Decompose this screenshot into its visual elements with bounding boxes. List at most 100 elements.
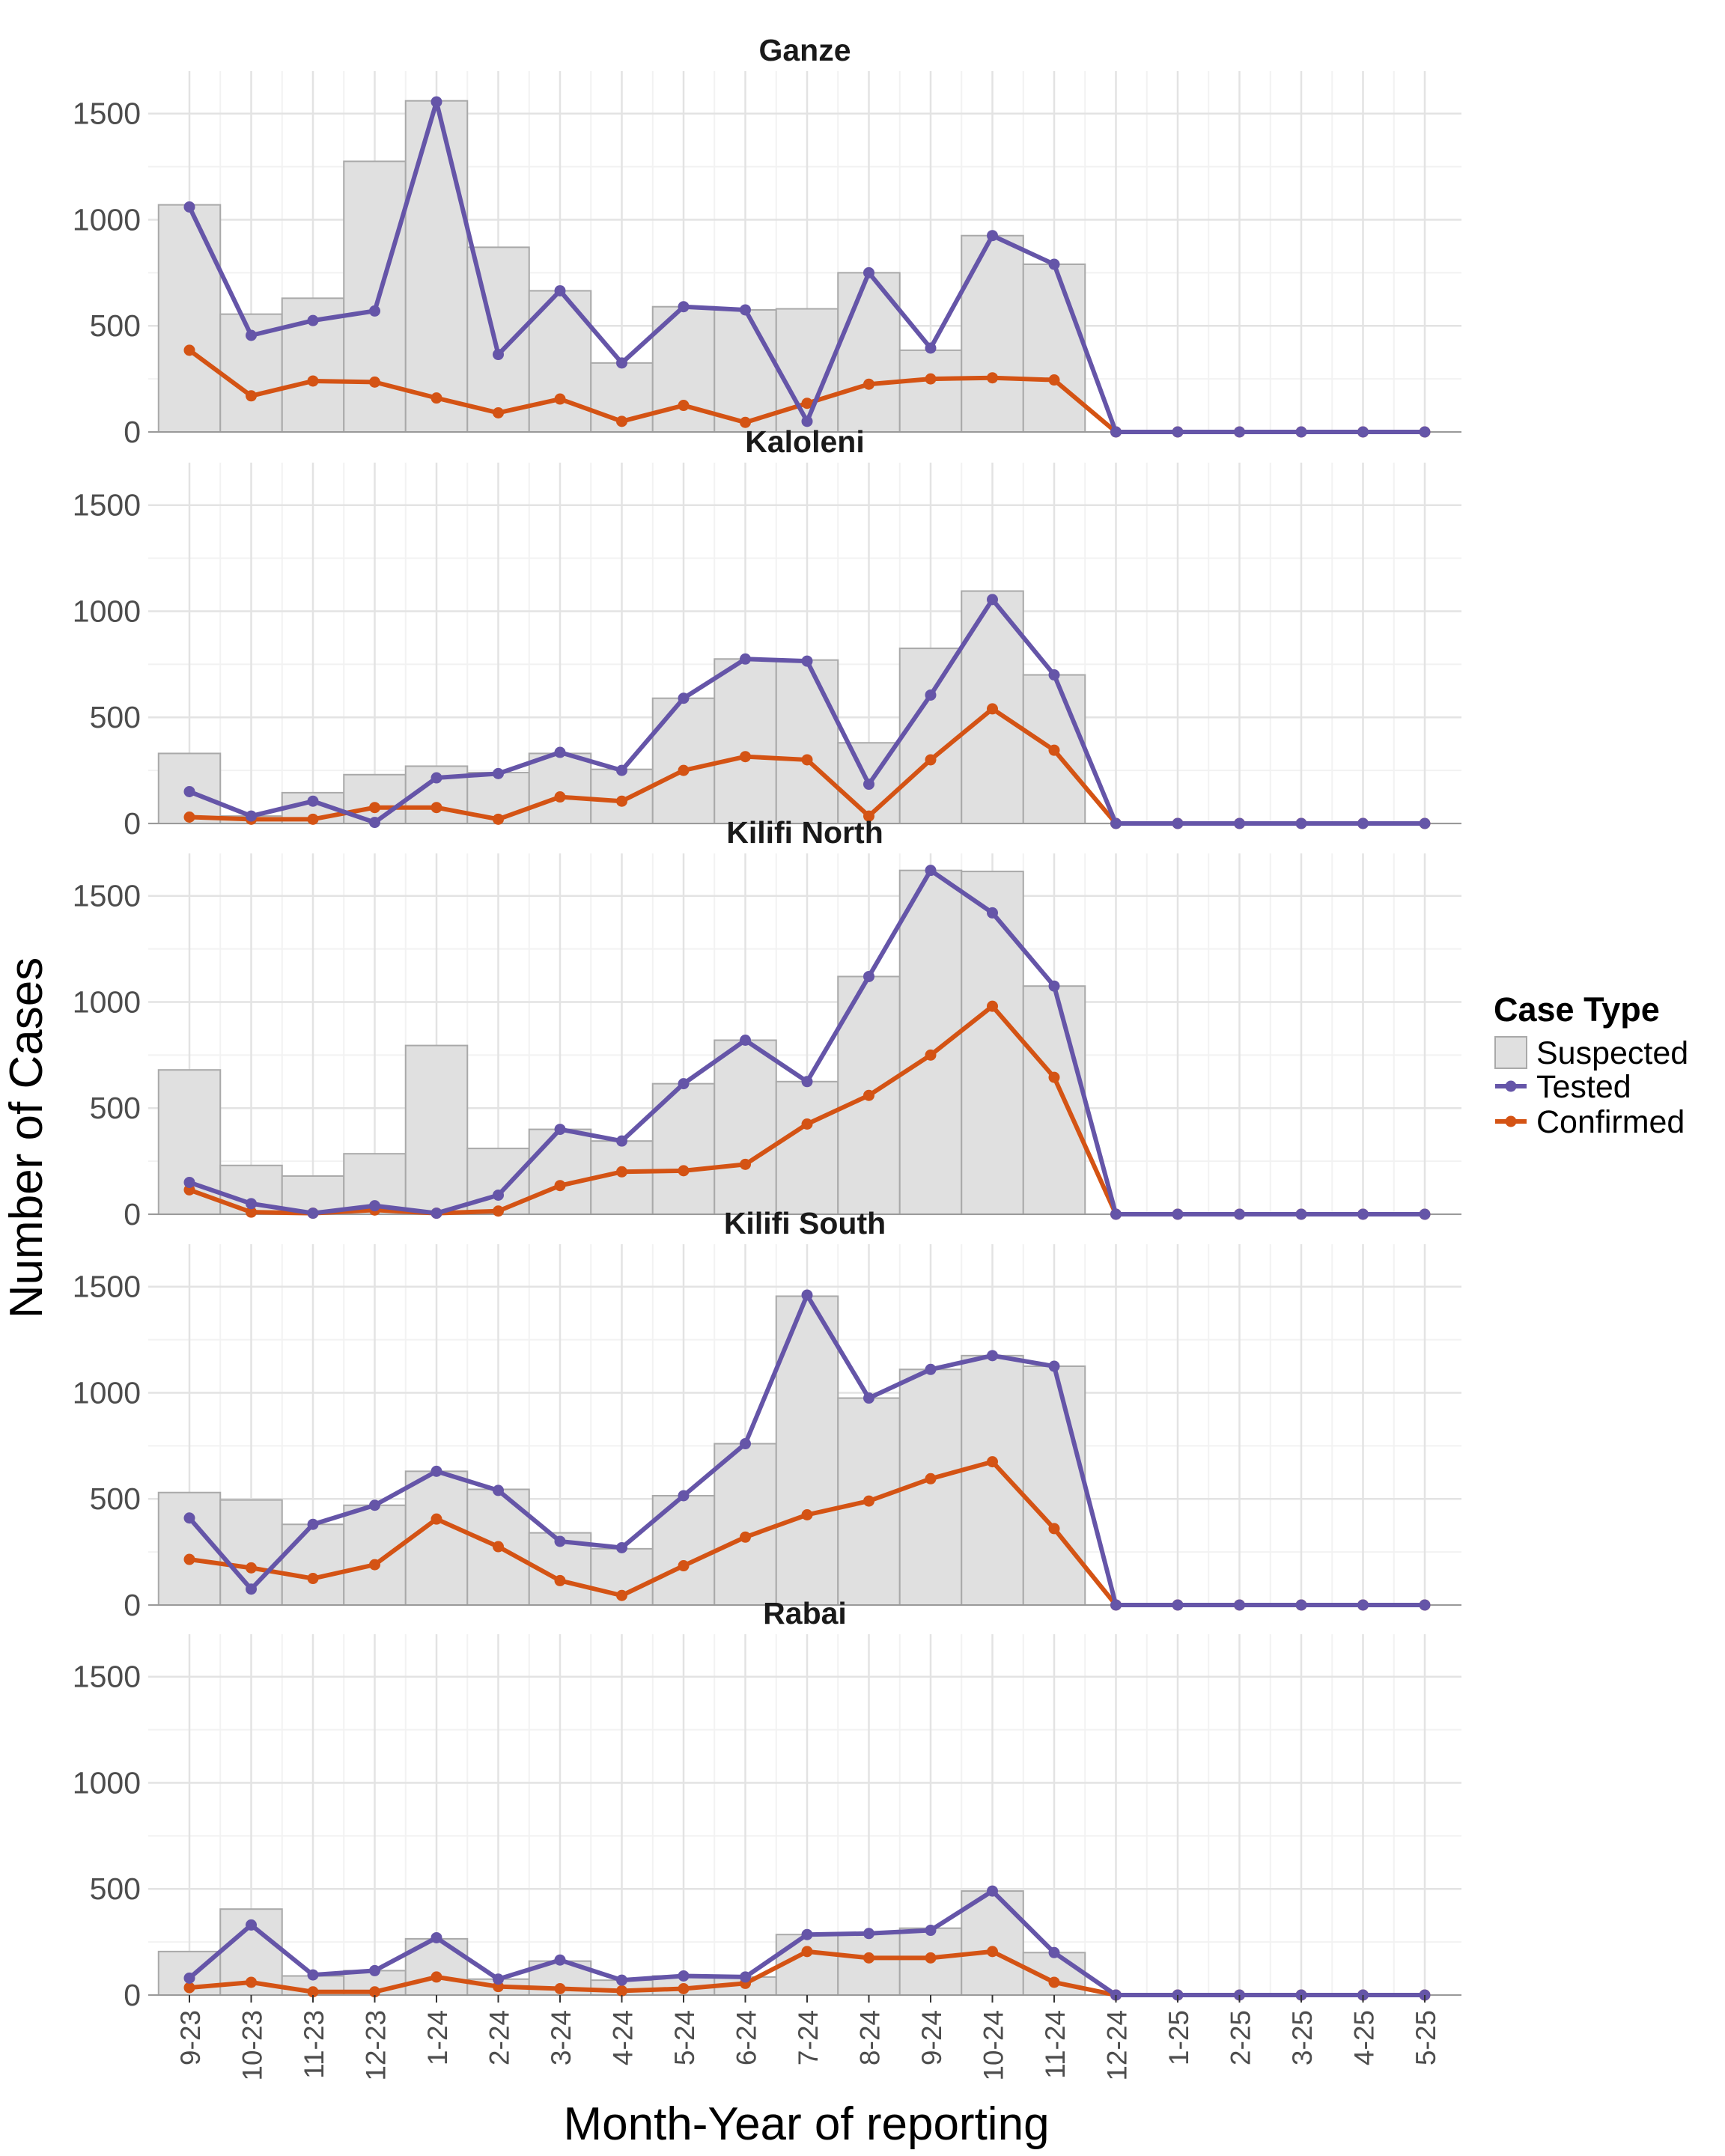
point-confirmed <box>678 400 690 412</box>
point-tested <box>678 1490 690 1502</box>
point-confirmed <box>616 795 627 807</box>
point-tested <box>801 415 813 427</box>
x-tick-label: 1-25 <box>1163 2010 1194 2065</box>
point-confirmed <box>554 393 566 405</box>
point-tested <box>1048 1946 1060 1958</box>
x-tick-label: 3-24 <box>546 2010 576 2065</box>
bar-suspected <box>898 869 963 1216</box>
y-tick-label: 1000 <box>73 984 141 1019</box>
point-tested <box>369 1499 380 1511</box>
point-tested <box>740 653 751 665</box>
panel-rabai: Rabai 0 500 1000 1500 <box>73 1596 1461 2012</box>
point-tested <box>678 1970 690 1982</box>
bar-suspected <box>651 697 716 824</box>
point-confirmed <box>554 791 566 803</box>
y-tick-label: 1500 <box>73 1270 141 1304</box>
panel-kilifi-north: Kilifi North 0 500 1000 1500 <box>73 815 1461 1231</box>
point-confirmed <box>925 373 937 385</box>
x-axis: 9-23 10-23 11-23 12-23 1-24 2-24 3-24 4-24 5-24 6… <box>175 1995 1441 2081</box>
point-tested <box>925 865 937 877</box>
point-confirmed <box>554 1180 566 1192</box>
point-confirmed <box>431 1513 442 1525</box>
point-confirmed <box>987 1946 998 1958</box>
point-confirmed <box>987 703 998 715</box>
point-confirmed <box>863 1089 874 1101</box>
point-confirmed <box>1048 374 1060 386</box>
point-confirmed <box>431 802 442 814</box>
bar-suspected <box>775 659 839 825</box>
bar-suspected <box>157 204 222 433</box>
panel-title: Ganze <box>758 33 851 67</box>
y-tick-label: 1500 <box>73 879 141 913</box>
point-tested <box>1048 669 1060 681</box>
x-tick-label: 5-25 <box>1411 2010 1441 2065</box>
bar-suspected <box>961 234 1024 433</box>
bar-suspected <box>404 1044 469 1215</box>
point-tested <box>1295 426 1307 438</box>
x-tick-label: 9-23 <box>175 2010 206 2065</box>
point-confirmed <box>987 372 998 384</box>
point-confirmed <box>925 754 937 766</box>
point-tested <box>616 1135 627 1147</box>
legend-key-tested-point <box>1505 1080 1517 1092</box>
bar-suspected <box>1022 1365 1086 1606</box>
point-tested <box>987 1350 998 1362</box>
point-confirmed <box>1048 1976 1060 1988</box>
x-tick-label: 7-24 <box>793 2010 824 2065</box>
point-confirmed <box>925 1049 937 1061</box>
y-tick-label: 1500 <box>73 1660 141 1694</box>
point-tested <box>183 785 195 797</box>
point-confirmed <box>493 406 504 418</box>
point-tested <box>554 1124 566 1136</box>
point-confirmed <box>801 1509 813 1520</box>
point-confirmed <box>183 344 195 356</box>
point-tested <box>307 795 319 807</box>
y-tick-label: 0 <box>124 415 141 449</box>
point-tested <box>1295 1599 1307 1611</box>
point-confirmed <box>616 1589 627 1601</box>
x-tick-label: 5-24 <box>669 2010 700 2065</box>
x-tick-label: 10-24 <box>979 2010 1009 2081</box>
bar-suspected <box>528 752 592 825</box>
point-tested <box>493 1973 504 1985</box>
point-tested <box>1357 426 1369 438</box>
point-confirmed <box>307 813 319 825</box>
point-tested <box>307 1969 319 1981</box>
point-confirmed <box>616 1985 627 1997</box>
point-confirmed <box>369 1559 380 1571</box>
point-tested <box>1419 1208 1431 1220</box>
point-tested <box>863 1392 874 1404</box>
point-tested <box>183 1512 195 1524</box>
y-tick-label: 0 <box>124 806 141 841</box>
point-confirmed <box>493 1541 504 1553</box>
point-tested <box>431 1465 442 1477</box>
point-tested <box>863 970 874 982</box>
point-confirmed <box>554 1574 566 1586</box>
point-tested <box>1419 817 1431 829</box>
panel-title: Rabai <box>763 1596 847 1630</box>
point-confirmed <box>678 1982 690 1994</box>
point-tested <box>1110 817 1122 829</box>
point-confirmed <box>801 1946 813 1958</box>
panel-title: Kaloleni <box>745 424 864 459</box>
y-tick-label: 500 <box>90 700 141 734</box>
bar-suspected <box>528 1128 592 1216</box>
bar-suspected <box>961 871 1024 1215</box>
point-confirmed <box>554 1982 566 1994</box>
point-tested <box>493 1484 504 1496</box>
point-tested <box>801 1076 813 1088</box>
point-tested <box>1419 426 1431 438</box>
point-tested <box>431 1208 442 1219</box>
point-confirmed <box>801 398 813 409</box>
point-confirmed <box>369 1986 380 1998</box>
point-tested <box>307 1208 319 1219</box>
legend-key-suspected <box>1494 1036 1527 1069</box>
point-tested <box>1357 1208 1369 1220</box>
panel-ganze: Ganze 0 500 1000 1500 <box>73 33 1461 449</box>
point-confirmed <box>307 1986 319 1998</box>
x-tick-label: 10-23 <box>237 2010 268 2081</box>
point-tested <box>1048 1360 1060 1372</box>
point-tested <box>801 655 813 667</box>
bar-suspected <box>404 1470 469 1606</box>
bar-suspected <box>898 349 963 433</box>
